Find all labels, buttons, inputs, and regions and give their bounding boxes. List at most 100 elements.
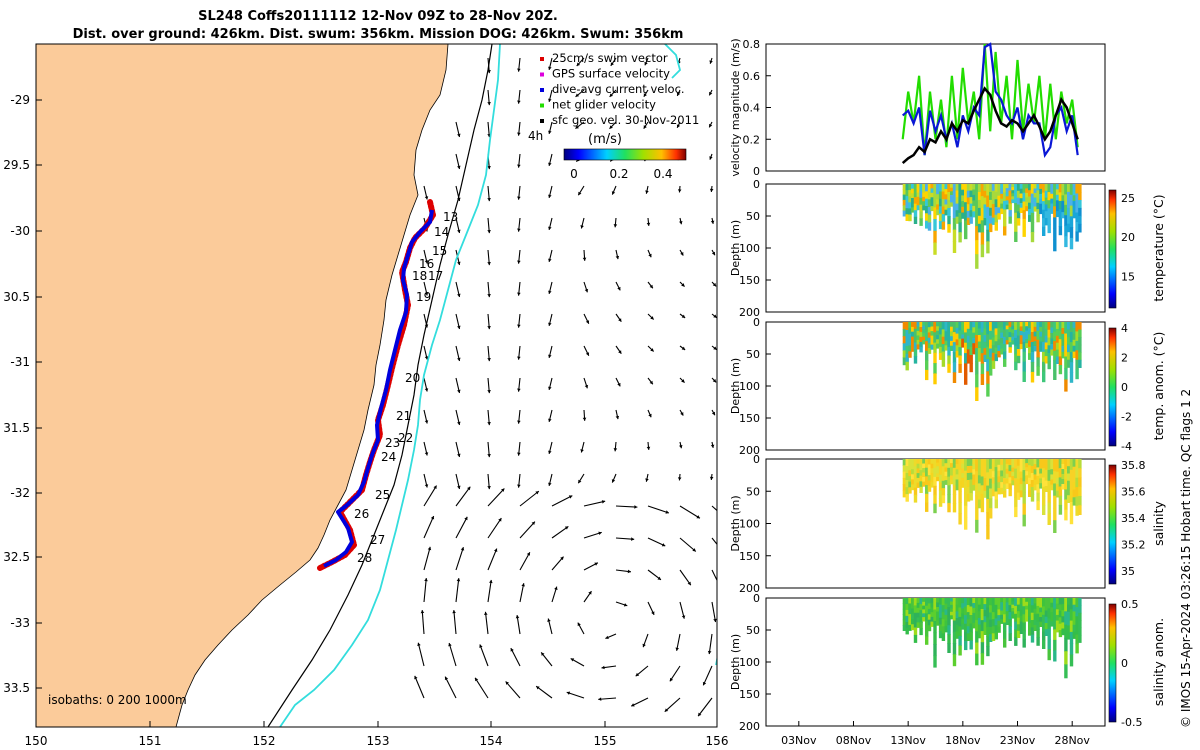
heatmap-cell [944,194,948,200]
heatmap-cell [1003,606,1007,615]
depth-tick-label: 50 [746,210,760,223]
heatmap-cell [1000,619,1004,624]
velocity-arrowhead [696,515,700,519]
heatmap-cell [1025,322,1029,327]
heatmap-cell [964,470,968,483]
heatmap-cell [1033,193,1037,199]
heatmap-cell [983,190,987,199]
heatmap-cell [1067,184,1071,193]
heatmap-cell [1078,627,1082,636]
heatmap-cell [1036,366,1040,376]
heatmap-cell [916,468,920,474]
heatmap-cell [1075,496,1079,507]
heatmap-cell [941,633,946,641]
heatmap-cell [1058,365,1063,375]
heatmap-cell [1022,459,1026,471]
heatmap-cell [944,480,948,485]
heatmap-cell [933,655,937,668]
velocity-arrowhead [487,293,491,298]
heatmap-cell [1011,325,1015,330]
heatmap-cell [1078,459,1082,469]
heatmap-cell [925,613,929,622]
heatmap-cell [991,619,996,627]
velocity-arrowhead [531,521,535,526]
heatmap-cell [997,195,1001,203]
heatmap-cell [980,184,985,197]
heatmap-cell [994,499,998,509]
heatmap-cell [922,472,926,478]
heatmap-cell [905,473,909,481]
heatmap-cell [927,348,932,354]
velocity-arrowhead [681,615,686,619]
heatmap-cell [972,603,976,609]
heatmap-cell [1039,322,1043,328]
heatmap-cell [930,468,934,474]
lon-tick-label: 155 [594,734,617,748]
heatmap-cell [938,346,943,354]
heatmap-cell [922,468,926,474]
heatmap-cell [1061,351,1065,359]
heatmap-cell [964,640,968,651]
heatmap-cell [1075,643,1079,654]
heatmap-cell [919,470,923,477]
velocity-arrowhead [548,322,552,326]
heatmap-cell [911,341,915,347]
heatmap-cell [969,338,973,348]
heatmap-cell [1061,604,1065,611]
velocity-arrow-shaft [444,676,457,699]
heatmap-cell [916,339,920,345]
heatmap-cell [1058,339,1063,349]
heatmap-cell [1042,371,1046,383]
heatmap-cell [950,184,954,189]
velocity-arrowhead [548,418,552,422]
heatmap-cell [913,612,918,621]
heatmap-cell [1033,469,1037,475]
heatmap-cell [955,190,959,198]
heatmap-cell [1030,371,1035,383]
heatmap-cell [911,184,915,190]
heatmap-cell [1072,195,1076,202]
heatmap-cell [1030,212,1035,223]
heatmap-cell [1022,201,1026,211]
heatmap-cell [1039,193,1043,200]
heatmap-cell [922,201,926,207]
heatmap-cell [961,618,965,625]
velocity-arrowhead [615,415,620,420]
heatmap-cell [950,345,954,351]
heatmap-cell [1016,335,1021,343]
heatmap-cell [972,598,976,604]
heatmap-cell [1014,459,1018,470]
heatmap-cell [1055,478,1060,485]
heatmap-cell [1044,204,1049,212]
heatmap-cell [916,617,920,623]
heatmap-cell [975,348,979,362]
heatmap-cell [1053,341,1057,352]
heatmap-cell [938,598,943,606]
heatmap-cell [1053,639,1057,651]
velocity-arrowhead [635,672,640,677]
heatmap-cell [1005,602,1010,608]
heatmap-cell [936,194,940,200]
heatmap-cell [977,604,982,612]
velocity-arrowhead [642,643,646,648]
heatmap-cell [1075,505,1079,516]
heatmap-cell [972,327,976,334]
heatmap-cell [977,475,982,484]
heatmap-cell [975,598,979,610]
heatmap-cell [927,207,932,216]
velocity-arrowhead [609,125,613,129]
velocity-arrowhead [566,691,571,695]
heatmap-cell [1005,336,1010,341]
heatmap-cell [958,338,962,348]
heatmap-cell [989,478,993,489]
heatmap-cell [1078,215,1082,225]
heatmap-cell [1042,623,1046,633]
heatmap-cell [1047,208,1051,217]
heatmap-cell [966,598,971,606]
heatmap-cell [1025,609,1029,614]
heatmap-cell [950,467,954,472]
heatmap-cell [952,241,957,253]
heatmap-cell [947,616,951,626]
heatmap-cell [1019,484,1024,491]
heatmap-cell [980,332,985,344]
